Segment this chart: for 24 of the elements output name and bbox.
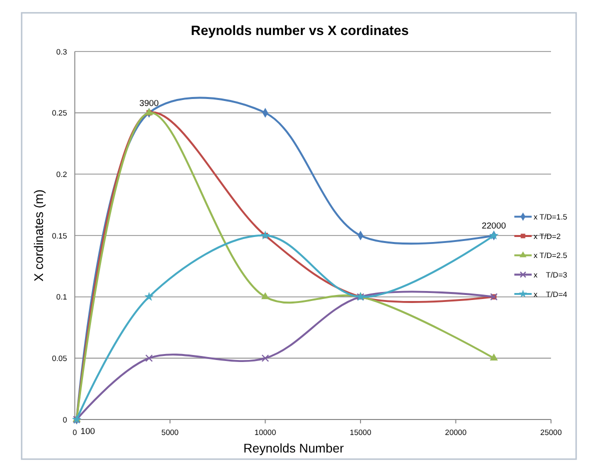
y-tick-label: 0.1 (56, 292, 68, 302)
annotation: 3900 (139, 98, 159, 108)
legend-label: x T/D=2 (534, 232, 561, 241)
x-axis-title: Reynolds Number (243, 441, 344, 456)
annotation: 22000 (482, 220, 506, 231)
x-tick-label: 0 (72, 428, 77, 437)
y-tick-label: 0.25 (52, 108, 68, 118)
y-tick-label: 0.15 (52, 231, 68, 240)
x-tick-label: 5000 (161, 428, 179, 437)
legend-label: x T/D=3 (534, 270, 568, 280)
y-tick-label: 0.3 (56, 47, 68, 56)
legend-label: x T/D=2.5 (534, 251, 568, 260)
legend-label: x T/D=1.5 (534, 212, 568, 222)
y-tick-label: 0.05 (52, 354, 68, 364)
y-axis-title: X cordinates (m) (32, 189, 46, 282)
legend-label: x T/D=4 (534, 290, 568, 299)
y-tick-label: 0 (62, 415, 68, 424)
x-tick-label: 25000 (540, 428, 562, 437)
annotation: 100 (80, 426, 96, 436)
y-tick-label: 0.2 (56, 170, 68, 180)
x-tick-label: 20000 (445, 428, 466, 437)
x-tick-label: 15000 (350, 428, 372, 437)
x-tick-label: 10000 (254, 428, 276, 437)
chart-title: Reynolds number vs X cordinates (190, 23, 409, 38)
